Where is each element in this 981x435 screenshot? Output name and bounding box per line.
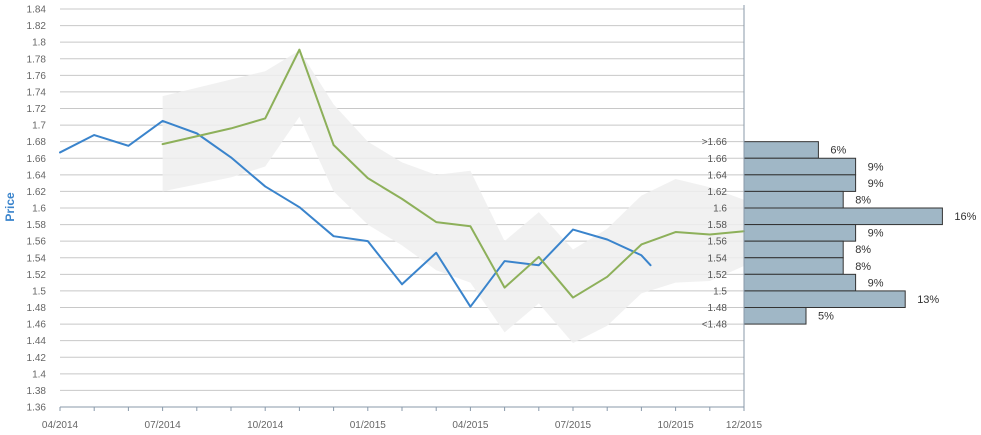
distribution-bucket-label: <1.48 (702, 320, 728, 331)
y-tick-labels: 1.36 1.38 1.4 1.42 1.44 1.46 1.48 1.5 1.52 1.54 1.… (27, 5, 47, 414)
distribution-percent-label: 9% (868, 277, 884, 289)
distribution-percent-label: 8% (855, 261, 871, 273)
y-tick-label: 1.54 (27, 253, 47, 264)
y-tick-label: 1.72 (27, 104, 47, 115)
distribution-bucket-label: 1.6 (713, 204, 727, 215)
distribution-labels: 6% >1.66 9% 1.66 9% 1.64 8% 1.62 16% 1.6 9% 1.58 8% 1… (702, 137, 977, 330)
y-tick-label: 1.7 (32, 121, 46, 132)
distribution-bar (743, 174, 857, 192)
x-tick-label: 10/2015 (658, 420, 695, 431)
distribution-bar (743, 141, 819, 159)
forecast-price-line (161, 48, 745, 299)
y-tick-label: 1.62 (27, 187, 47, 198)
distribution-bar (743, 207, 943, 226)
y-tick-label: 1.78 (27, 54, 47, 65)
distribution-bucket-label: 1.58 (708, 220, 728, 231)
axes (59, 5, 745, 411)
distribution-bucket-label: 1.56 (708, 237, 728, 248)
distribution-bucket-label: 1.52 (708, 270, 728, 281)
x-tick-label: 10/2014 (247, 420, 284, 431)
y-tick-label: 1.46 (27, 320, 47, 331)
distribution-bar (743, 224, 857, 242)
y-tick-label: 1.42 (27, 353, 47, 364)
x-tick-label: 07/2015 (555, 420, 592, 431)
y-tick-label: 1.58 (27, 220, 47, 231)
y-tick-label: 1.36 (27, 403, 47, 414)
y-tick-label: 1.64 (27, 170, 47, 181)
distribution-bucket-label: 1.62 (708, 187, 728, 198)
distribution-bucket-label: 1.48 (708, 303, 728, 314)
y-tick-label: 1.5 (32, 286, 46, 297)
distribution-percent-label: 6% (830, 145, 846, 157)
distribution-percent-label: 9% (868, 161, 884, 173)
y-tick-label: 1.48 (27, 303, 47, 314)
y-tick-label: 1.84 (27, 5, 47, 16)
y-tick-label: 1.44 (27, 336, 47, 347)
x-tick-label: 07/2014 (145, 420, 182, 431)
distribution-bar (743, 273, 857, 292)
x-tick-label: 12/2015 (726, 420, 763, 431)
distribution-bucket-label: >1.66 (702, 137, 728, 148)
y-tick-label: 1.8 (32, 38, 46, 49)
distribution-percent-label: 8% (855, 244, 871, 256)
distribution-bars (743, 141, 943, 325)
y-tick-label: 1.68 (27, 137, 47, 148)
y-tick-label: 1.82 (27, 21, 47, 32)
y-tick-label: 1.38 (27, 386, 47, 397)
distribution-percent-label: 16% (954, 211, 976, 223)
series-layer (59, 48, 745, 308)
y-tick-label: 1.66 (27, 154, 47, 165)
y-tick-label: 1.56 (27, 237, 47, 248)
distribution-percent-label: 5% (818, 311, 834, 323)
y-tick-label: 1.52 (27, 270, 47, 281)
distribution-bar (743, 240, 844, 259)
y-tick-label: 1.6 (32, 204, 46, 215)
distribution-bar (743, 290, 906, 308)
y-tick-label: 1.76 (27, 71, 47, 82)
x-tick-label: 04/2014 (42, 420, 79, 431)
distribution-bar (743, 190, 844, 209)
distribution-bar (743, 157, 857, 176)
distribution-bucket-label: 1.5 (713, 286, 727, 297)
distribution-percent-label: 13% (917, 294, 939, 306)
actual-price-line (59, 119, 652, 308)
distribution-bucket-label: 1.54 (708, 253, 728, 264)
distribution-percent-label: 9% (868, 178, 884, 190)
distribution-percent-label: 9% (868, 228, 884, 240)
forecast-band-layer (162, 50, 745, 344)
y-tick-label: 1.4 (32, 369, 46, 380)
distribution-bar (743, 307, 807, 325)
x-tick-label: 01/2015 (350, 420, 387, 431)
forecast-confidence-band (162, 50, 745, 344)
distribution-percent-label: 8% (855, 194, 871, 206)
distribution-bar (743, 257, 844, 275)
y-axis-label: Price (3, 192, 17, 222)
distribution-bucket-label: 1.66 (708, 154, 728, 165)
x-tick-labels: 04/2014 07/2014 10/2014 01/2015 04/2015 07/20… (42, 420, 763, 431)
x-tick-label: 04/2015 (452, 420, 489, 431)
y-tick-label: 1.74 (27, 87, 47, 98)
distribution-bucket-label: 1.64 (708, 170, 728, 181)
